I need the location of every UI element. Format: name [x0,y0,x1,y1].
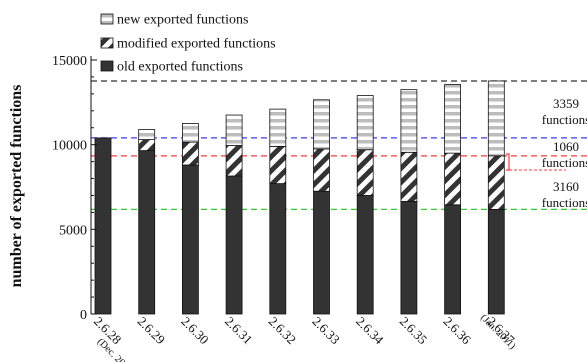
y-tick-label: 5000 [59,223,87,238]
bar-segment-1-2.6.31 [225,175,243,315]
stacked-bars [94,80,505,315]
x-tick-labels: 2.6.28 2.6.29 2.6.30 2.6.31 2.6.32 2.6.33 2.6.… [91,312,518,362]
bar-segment-3-2.6.37 [487,80,505,157]
legend-label-3: new exported functions [117,13,248,28]
x-tick-label: 2.6.29 [135,314,169,348]
annotation-2-count: 1060 [553,139,579,154]
legend-swatch-3 [100,13,114,25]
bar-segment-1-2.6.34 [356,195,374,315]
x-tick-label: 2.6.34 [353,314,387,348]
bar-segment-1-2.6.32 [269,183,287,315]
legend-swatch-1 [100,60,114,72]
bar-segment-3-2.6.35 [400,89,418,153]
bar-segment-3-2.6.30 [181,123,199,143]
x-tick-label: 2.6.32 [266,314,300,348]
bar-segment-2-2.6.29 [138,139,156,151]
bar-segment-1-2.6.37 [487,208,505,315]
bar-segment-2-2.6.33 [313,148,330,192]
x-tick-label: 2.6.33 [309,314,343,348]
bar-segment-3-2.6.34 [356,95,374,151]
legend: new exported functions modified exported … [100,13,276,75]
legend-label-2: modified exported functions [117,37,276,52]
annotation-1-unit: functions [542,112,587,127]
reference-lines [91,80,587,210]
bar-segment-2-2.6.31 [225,145,243,177]
x-tick-label: 2.6.31 [222,314,256,348]
x-tick-label: 2.6.35 [397,314,431,348]
x-tick-label: 2.6.36 [440,314,474,348]
y-axis-label: number of exported functions [8,85,25,288]
bar-segment-3-2.6.36 [444,84,462,154]
annotation-3-count: 3160 [553,179,579,194]
annotation-bracket [506,153,510,171]
bar-segment-3-2.6.31 [225,114,243,146]
bar-segment-1-2.6.35 [400,200,418,315]
y-tick-label: 0 [80,308,87,323]
bar-segment-1-2.6.29 [138,150,156,315]
bar-segment-2-2.6.36 [444,152,462,206]
bar-segment-2-2.6.34 [356,149,374,196]
bar-segment-2-2.6.37 [487,155,505,210]
legend-label-1: old exported functions [117,60,243,75]
bar-segment-1-2.6.33 [313,190,330,315]
bar-segment-1-2.6.28 [94,137,112,315]
annotation-2-unit: functions [542,155,587,170]
x-tick-label: 2.6.30 [178,314,212,348]
annotation-3-unit: functions [542,195,587,210]
bar-segment-2-2.6.35 [400,151,418,202]
y-tick-label: 10000 [52,139,87,154]
legend-swatch-2 [100,37,114,49]
bar-segment-1-2.6.30 [181,164,199,315]
bar-segment-1-2.6.36 [444,204,462,315]
bar-segment-3-2.6.32 [269,108,287,147]
bar-segment-2-2.6.30 [181,141,199,166]
bar-segment-3-2.6.29 [138,129,156,140]
bar-segment-3-2.6.33 [313,99,330,150]
y-tick-label: 15000 [52,54,87,69]
y-axis: 0 5000 10000 15000 [52,54,97,323]
bar-segment-2-2.6.32 [269,145,287,185]
annotation-1-count: 3359 [553,96,579,111]
